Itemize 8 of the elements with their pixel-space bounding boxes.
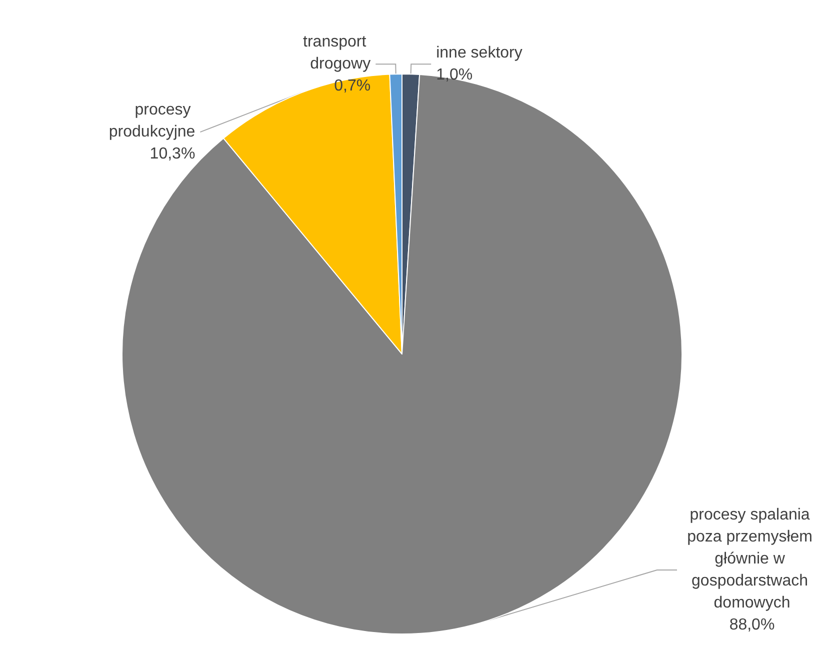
data-label: 1,0%	[436, 66, 473, 84]
data-label: 0,7%	[334, 78, 371, 95]
slice-label: transport drogowy	[303, 34, 371, 73]
slice-label: procesy spalania poza przemysłem głównie w gospodarstwach domowych	[687, 506, 817, 612]
slice-label: procesy produkcyjne	[108, 102, 196, 141]
data-label: 10,3%	[150, 146, 196, 163]
data-label: 88,0%	[729, 616, 775, 634]
slice-label: inne sektory	[436, 44, 522, 62]
